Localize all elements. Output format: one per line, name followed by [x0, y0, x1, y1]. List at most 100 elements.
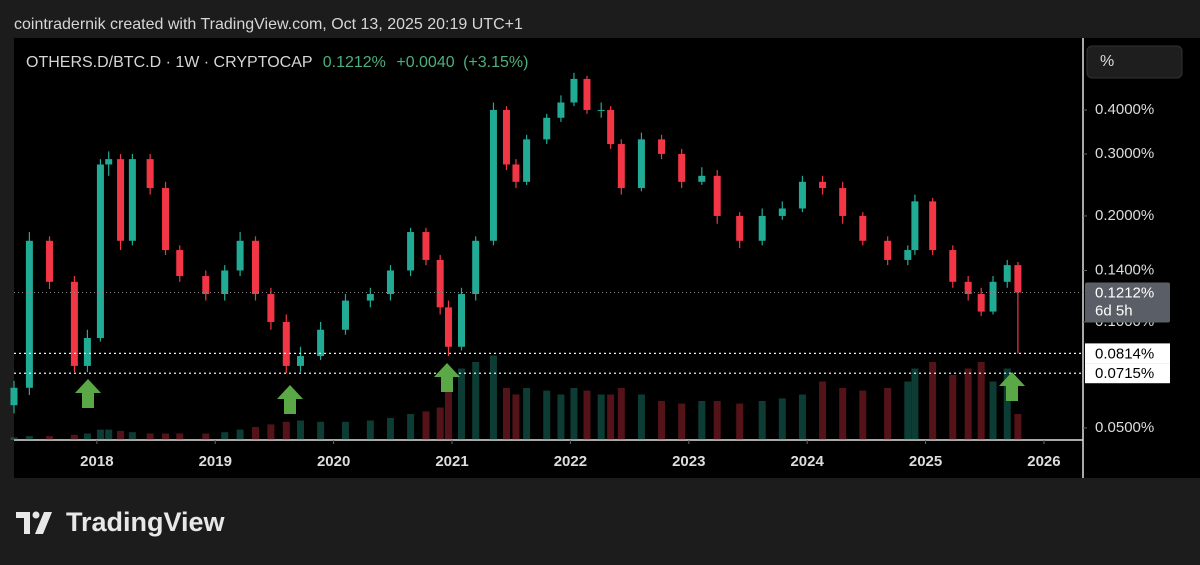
candle-body [128, 159, 136, 241]
candle-body [570, 78, 578, 103]
last-price: 0.1212% [323, 54, 386, 71]
candle-body [489, 109, 497, 241]
volume-bar [366, 420, 374, 440]
volume-bar [798, 394, 806, 440]
y-tick-label: 0.0500% [1095, 419, 1154, 436]
candle-body [46, 240, 54, 282]
plot: 2018 2019 2020 2021 2022 2023 2024 2025 2026 0.05… [10, 72, 1170, 470]
volume-bar [10, 437, 18, 440]
volume-bar [296, 420, 304, 440]
header: cointradernik created with TradingView.c… [14, 16, 523, 33]
volume-bar [570, 388, 578, 440]
volume-bar [146, 433, 154, 440]
level-label: 0.0814% [1095, 345, 1154, 362]
candle-body [911, 201, 919, 251]
candle-body [10, 387, 18, 406]
candle-body [1003, 265, 1011, 282]
footer-brand: TradingView [66, 507, 226, 537]
x-tick-label: 2026 [1027, 453, 1060, 470]
candle-body [317, 329, 325, 357]
x-tick-label: 2019 [199, 453, 232, 470]
chart-panel [14, 38, 1200, 478]
candle-body [70, 281, 78, 366]
volume-bar [117, 430, 125, 440]
x-tick-label: 2018 [80, 453, 113, 470]
volume-bar [557, 394, 565, 440]
change-pct: (+3.15%) [463, 54, 528, 71]
change: +0.0040 [396, 54, 454, 71]
candle-body [472, 240, 480, 295]
volume-bar [839, 388, 847, 440]
volume-bar [989, 381, 997, 440]
volume-bar [778, 398, 786, 440]
volume-bar [713, 401, 721, 440]
y-tick-label: 0.1400% [1095, 261, 1154, 278]
candle-body [778, 208, 786, 216]
volume-bar [70, 434, 78, 440]
scale-button[interactable] [1086, 45, 1183, 79]
volume-bar [977, 362, 985, 440]
volume-bar [502, 388, 510, 440]
candle-body [1014, 265, 1022, 293]
candle-body [977, 294, 985, 312]
candle-body [597, 109, 605, 111]
candle-body [386, 270, 394, 295]
candle-body [819, 181, 827, 189]
candle-body [162, 188, 170, 251]
volume-bar [83, 433, 91, 440]
candle-body [176, 250, 184, 277]
arrows [75, 363, 1025, 414]
scale-button-label[interactable]: % [1100, 53, 1114, 70]
volume-bar [267, 424, 275, 440]
arrow [999, 372, 1025, 401]
volume-bar [202, 433, 210, 440]
candle-body [839, 188, 847, 216]
y-tick-label: 0.3000% [1095, 145, 1154, 162]
logo: TradingView [16, 507, 226, 537]
candle-body [105, 159, 113, 165]
candle-body [859, 215, 867, 241]
candle-body [929, 201, 937, 251]
volume-bar [489, 355, 497, 440]
candle-body [202, 276, 210, 295]
candle-body [678, 153, 686, 182]
candle-body [444, 307, 452, 347]
volume-bar [607, 394, 615, 440]
countdown: 6d 5h [1095, 302, 1133, 319]
volume-bar [1003, 368, 1011, 440]
logo-mark [16, 512, 30, 534]
candle-body [713, 175, 721, 216]
arrow [277, 385, 303, 414]
volume-bar [964, 368, 972, 440]
volume-bar [617, 388, 625, 440]
candle-body [146, 159, 154, 189]
candle-body [25, 240, 33, 388]
volume-bar [341, 421, 349, 440]
volume-bar [911, 368, 919, 440]
candle-body [252, 240, 260, 295]
volume-bar [105, 429, 113, 440]
x-tick-label: 2021 [435, 453, 468, 470]
volume-bar [929, 362, 937, 440]
candle-body [436, 259, 444, 308]
volume-bar [25, 436, 33, 440]
price-label: 0.1212% [1095, 284, 1154, 301]
volume-bar [422, 411, 430, 440]
candle-body [296, 356, 304, 366]
legend: OTHERS.D/BTC.D · 1W · CRYPTOCAP 0.1212% … [26, 54, 528, 71]
volume-bar [512, 394, 520, 440]
volume-bar [583, 390, 591, 440]
candle-body [607, 109, 615, 145]
candle-body [884, 240, 892, 260]
candle-body [523, 139, 531, 182]
volume-bar [457, 368, 465, 440]
x-tick-label: 2022 [554, 453, 587, 470]
candle-body [366, 294, 374, 301]
candle-body [502, 109, 510, 165]
candle-body [904, 250, 912, 260]
volume-bar [884, 388, 892, 440]
candle-body [637, 139, 645, 189]
volume-bar [317, 421, 325, 440]
x-tick-label: 2020 [317, 453, 350, 470]
